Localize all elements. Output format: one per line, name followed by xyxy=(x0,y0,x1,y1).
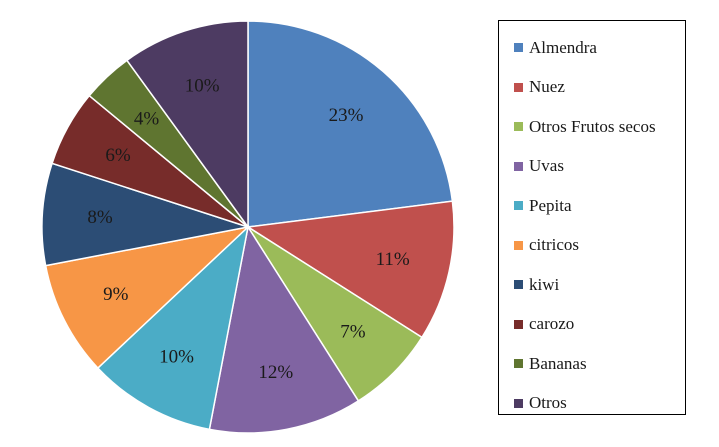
pie-slice-citricos xyxy=(44,225,251,370)
data-label-carozo: 6% xyxy=(105,145,131,166)
legend-label: Nuez xyxy=(529,77,565,97)
data-label-citricos: 9% xyxy=(103,284,129,305)
data-label-uvas: 12% xyxy=(258,362,293,383)
legend-item-kiwi: kiwi xyxy=(514,265,685,305)
pie-slice-kiwi xyxy=(41,162,249,267)
data-label-kiwi: 8% xyxy=(87,207,113,228)
data-label-pepita: 10% xyxy=(159,347,194,368)
legend-label: Otros xyxy=(529,393,567,413)
pie-slice-otros xyxy=(125,20,249,230)
legend-item-carozo: carozo xyxy=(514,305,685,345)
legend-label: Pepita xyxy=(529,195,572,215)
data-label-almendra: 23% xyxy=(329,105,364,126)
legend-swatch xyxy=(514,280,523,290)
legend-label: Bananas xyxy=(529,353,587,373)
legend-swatch xyxy=(514,359,523,369)
data-label-otros: 10% xyxy=(185,75,220,96)
data-label-otros-frutos-secos: 7% xyxy=(340,321,366,342)
data-label-nuez: 11% xyxy=(376,249,410,270)
legend-item-bananas: Bananas xyxy=(514,344,685,384)
legend-item-uvas: Uvas xyxy=(514,147,685,187)
legend-swatch xyxy=(514,240,523,250)
pie-slice-uvas xyxy=(208,224,360,434)
legend-item-otros: Otros xyxy=(514,384,685,424)
legend-label: kiwi xyxy=(529,274,560,294)
legend-swatch xyxy=(514,398,523,408)
legend-label: Otros Frutos secos xyxy=(529,116,656,136)
legend-swatch xyxy=(514,161,523,171)
legend-item-otros-frutos-secos: Otros Frutos secos xyxy=(514,107,685,147)
legend-item-nuez: Nuez xyxy=(514,68,685,108)
legend-item-pepita: Pepita xyxy=(514,186,685,226)
legend-swatch xyxy=(514,319,523,329)
pie-slice-almendra xyxy=(247,20,454,228)
legend-swatch xyxy=(514,201,523,211)
legend-label: citricos xyxy=(529,235,580,255)
pie-slice-nuez xyxy=(245,200,455,339)
legend-item-almendra: Almendra xyxy=(514,28,685,68)
legend-swatch xyxy=(514,43,523,53)
legend-item-citricos: citricos xyxy=(514,226,685,266)
legend: Almendra Nuez Otros Frutos secos Uvas Pepita… xyxy=(498,20,686,415)
legend-label: Almendra xyxy=(529,37,597,57)
legend-label: Uvas xyxy=(529,156,564,176)
legend-label: carozo xyxy=(529,314,575,334)
legend-swatch xyxy=(514,122,523,132)
pie-slice-pepita xyxy=(96,224,250,431)
data-label-bananas: 4% xyxy=(134,108,160,129)
legend-swatch xyxy=(514,82,523,92)
